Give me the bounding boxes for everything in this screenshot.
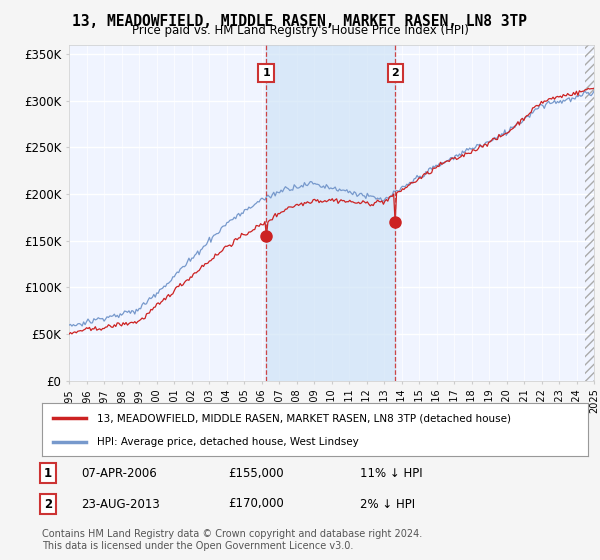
- Text: 2% ↓ HPI: 2% ↓ HPI: [360, 497, 415, 511]
- Text: 07-APR-2006: 07-APR-2006: [81, 466, 157, 480]
- Bar: [593, 45, 594, 381]
- Text: Contains HM Land Registry data © Crown copyright and database right 2024.
This d: Contains HM Land Registry data © Crown c…: [42, 529, 422, 551]
- Text: Price paid vs. HM Land Registry's House Price Index (HPI): Price paid vs. HM Land Registry's House …: [131, 24, 469, 37]
- Text: 1: 1: [44, 466, 52, 480]
- Text: 2: 2: [44, 497, 52, 511]
- Text: 2: 2: [392, 68, 399, 78]
- Text: 1: 1: [262, 68, 270, 78]
- Bar: [266, 45, 395, 381]
- Text: HPI: Average price, detached house, West Lindsey: HPI: Average price, detached house, West…: [97, 436, 358, 446]
- Text: £155,000: £155,000: [228, 466, 284, 480]
- Bar: [585, 45, 594, 381]
- Text: 23-AUG-2013: 23-AUG-2013: [81, 497, 160, 511]
- Text: 13, MEADOWFIELD, MIDDLE RASEN, MARKET RASEN, LN8 3TP: 13, MEADOWFIELD, MIDDLE RASEN, MARKET RA…: [73, 14, 527, 29]
- Text: 11% ↓ HPI: 11% ↓ HPI: [360, 466, 422, 480]
- Text: 13, MEADOWFIELD, MIDDLE RASEN, MARKET RASEN, LN8 3TP (detached house): 13, MEADOWFIELD, MIDDLE RASEN, MARKET RA…: [97, 413, 511, 423]
- Text: £170,000: £170,000: [228, 497, 284, 511]
